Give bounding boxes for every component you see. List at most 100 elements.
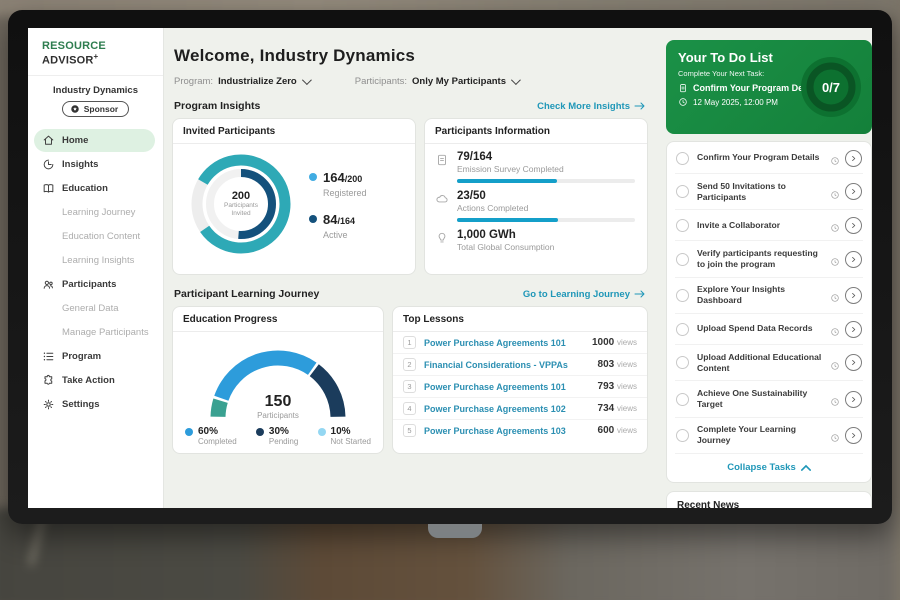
task-open-button[interactable] bbox=[845, 286, 862, 304]
task-row-verify-participants-requesting-to-join-the-program[interactable]: Verify participants requesting to join t… bbox=[675, 241, 863, 278]
sidebar-item-label: Settings bbox=[62, 398, 100, 410]
task-open-button[interactable] bbox=[845, 390, 862, 408]
task-checkbox[interactable] bbox=[676, 392, 689, 406]
task-checkbox[interactable] bbox=[676, 322, 689, 336]
lesson-row-5[interactable]: 5 Power Purchase Agreements 103 600 views bbox=[393, 420, 647, 441]
lesson-title-link[interactable]: Power Purchase Agreements 101 bbox=[424, 381, 566, 392]
legend-label: Completed bbox=[198, 437, 237, 446]
lesson-views: 600 views bbox=[597, 425, 637, 436]
page-title: Welcome, Industry Dynamics bbox=[174, 46, 416, 65]
collapse-tasks-link[interactable]: Collapse Tasks bbox=[675, 454, 863, 480]
task-open-button[interactable] bbox=[845, 320, 862, 338]
clock-icon bbox=[830, 430, 840, 443]
info-value: 79/164 bbox=[457, 151, 493, 163]
lesson-row-3[interactable]: 3 Power Purchase Agreements 101 793 views bbox=[393, 376, 647, 398]
legend-item-completed: 60% Completed bbox=[185, 426, 237, 446]
go-to-learning-journey-link[interactable]: Go to Learning Journey bbox=[523, 289, 646, 300]
info-row-total-global-consumption: 1,000 GWh Total Global Consumption bbox=[435, 229, 635, 252]
task-row-send-50-invitations-to-participants[interactable]: Send 50 Invitations to Participants bbox=[675, 174, 863, 211]
survey-icon bbox=[435, 153, 449, 167]
participants-select[interactable]: Participants: Only My Participants bbox=[354, 75, 521, 87]
sidebar-item-manage-participants[interactable]: Manage Participants bbox=[34, 321, 155, 344]
sidebar-item-participants[interactable]: Participants bbox=[34, 273, 155, 296]
task-open-button[interactable] bbox=[845, 216, 862, 234]
task-checkbox[interactable] bbox=[676, 288, 689, 302]
lesson-row-2[interactable]: 2 Financial Considerations - VPPAs 803 vie… bbox=[393, 354, 647, 376]
legend-label: Not Started bbox=[330, 437, 371, 446]
sidebar-item-general-data[interactable]: General Data bbox=[34, 297, 155, 320]
sidebar-item-insights[interactable]: Insights bbox=[34, 153, 155, 176]
todo-subtitle: Complete Your Next Task: bbox=[678, 69, 765, 78]
task-checkbox[interactable] bbox=[676, 428, 689, 442]
task-label: Achieve One Sustainability Target bbox=[697, 387, 808, 410]
lesson-row-1[interactable]: 1 Power Purchase Agreements 101 1000 views bbox=[393, 332, 647, 354]
recent-news-card: Recent News bbox=[666, 491, 872, 508]
task-row-invite-a-collaborator[interactable]: Invite a Collaborator bbox=[675, 210, 863, 242]
program-select[interactable]: Program: Industrialize Zero bbox=[174, 75, 312, 87]
sidebar-item-label: General Data bbox=[62, 302, 119, 314]
task-checkbox[interactable] bbox=[676, 252, 689, 266]
participants-select-label: Participants: bbox=[354, 76, 408, 87]
sidebar-item-take-action[interactable]: Take Action bbox=[34, 369, 155, 392]
task-open-button[interactable] bbox=[845, 250, 862, 268]
task-checkbox[interactable] bbox=[676, 356, 689, 370]
education-icon bbox=[42, 182, 55, 195]
sponsor-badge: Sponsor bbox=[61, 100, 130, 117]
task-open-button[interactable] bbox=[845, 149, 862, 167]
todo-progress-ring: 0/7 bbox=[798, 54, 864, 120]
task-row-upload-additional-educational-content[interactable]: Upload Additional Educational Content bbox=[675, 345, 863, 382]
sidebar-item-education-content[interactable]: Education Content bbox=[34, 225, 155, 248]
task-row-achieve-one-sustainability-target[interactable]: Achieve One Sustainability Target bbox=[675, 381, 863, 418]
clock-icon bbox=[830, 254, 840, 266]
lesson-row-4[interactable]: 4 Power Purchase Agreements 102 734 views bbox=[393, 398, 647, 420]
legend-pct: 10% bbox=[330, 426, 351, 437]
todo-title: Your To Do List bbox=[678, 50, 773, 65]
lesson-title-link[interactable]: Power Purchase Agreements 101 bbox=[424, 337, 566, 348]
monitor-bezel: RESOURCE ADVISOR+ Industry Dynamics Spon… bbox=[8, 10, 892, 524]
clipboard-icon bbox=[680, 84, 686, 93]
chevron-down-icon bbox=[510, 75, 521, 86]
sidebar-item-learning-insights[interactable]: Learning Insights bbox=[34, 249, 155, 272]
sidebar-item-settings[interactable]: Settings bbox=[34, 393, 155, 416]
progress-bar bbox=[457, 179, 635, 183]
task-row-upload-spend-data-records[interactable]: Upload Spend Data Records bbox=[675, 314, 863, 346]
sidebar-item-home[interactable]: Home bbox=[34, 128, 155, 152]
legend-label: Pending bbox=[268, 437, 299, 446]
lesson-title-link[interactable]: Power Purchase Agreements 102 bbox=[424, 403, 566, 414]
todo-summary-card: Your To Do List Complete Your Next Task:… bbox=[666, 40, 872, 134]
sidebar-item-education[interactable]: Education bbox=[34, 177, 155, 200]
task-open-button[interactable] bbox=[845, 183, 862, 201]
sidebar-item-learning-journey[interactable]: Learning Journey bbox=[34, 201, 155, 224]
sidebar-item-label: Insights bbox=[62, 158, 99, 170]
task-open-button[interactable] bbox=[845, 426, 862, 444]
program-insights-heading: Program Insights bbox=[174, 100, 261, 112]
clock-icon bbox=[830, 187, 840, 199]
task-checkbox[interactable] bbox=[676, 185, 689, 199]
task-row-explore-your-insights-dashboard[interactable]: Explore Your Insights Dashboard bbox=[675, 278, 863, 315]
task-checkbox[interactable] bbox=[676, 218, 689, 232]
todo-tasks-list: Confirm Your Program Details Send 50 Invi… bbox=[675, 143, 863, 455]
sidebar-item-program[interactable]: Program bbox=[34, 345, 155, 368]
lesson-views: 803 views bbox=[597, 359, 637, 370]
participants-information-card: Participants Information 79/164 Emission … bbox=[424, 118, 648, 275]
sidebar-item-label: Participants bbox=[62, 278, 117, 290]
task-checkbox[interactable] bbox=[676, 151, 689, 165]
task-row-confirm-your-program-details[interactable]: Confirm Your Program Details bbox=[675, 143, 863, 174]
lesson-title-link[interactable]: Power Purchase Agreements 103 bbox=[424, 425, 566, 436]
lesson-title-link[interactable]: Financial Considerations - VPPAs bbox=[424, 359, 568, 370]
legend-dot bbox=[185, 428, 193, 436]
check-more-insights-link[interactable]: Check More Insights bbox=[537, 101, 646, 112]
education-progress-title: Education Progress bbox=[173, 307, 383, 332]
legend-dot bbox=[309, 214, 317, 223]
legend-value: 84 bbox=[323, 211, 338, 227]
sponsor-badge-label: Sponsor bbox=[83, 103, 119, 114]
sidebar: RESOURCE ADVISOR+ Industry Dynamics Spon… bbox=[28, 28, 164, 508]
task-row-complete-your-learning-journey[interactable]: Complete Your Learning Journey bbox=[675, 418, 863, 455]
task-open-button[interactable] bbox=[845, 354, 862, 372]
logo-secondary: ADVISOR bbox=[42, 54, 94, 67]
program-select-value: Industrialize Zero bbox=[218, 76, 297, 87]
todo-next-task: Confirm Your Program Details bbox=[678, 83, 860, 93]
legend-value: 164 bbox=[323, 169, 345, 185]
participants-information-rows: 79/164 Emission Survey Completed 23/50 Acti… bbox=[425, 144, 647, 252]
info-label: Emission Survey Completed bbox=[457, 164, 564, 174]
